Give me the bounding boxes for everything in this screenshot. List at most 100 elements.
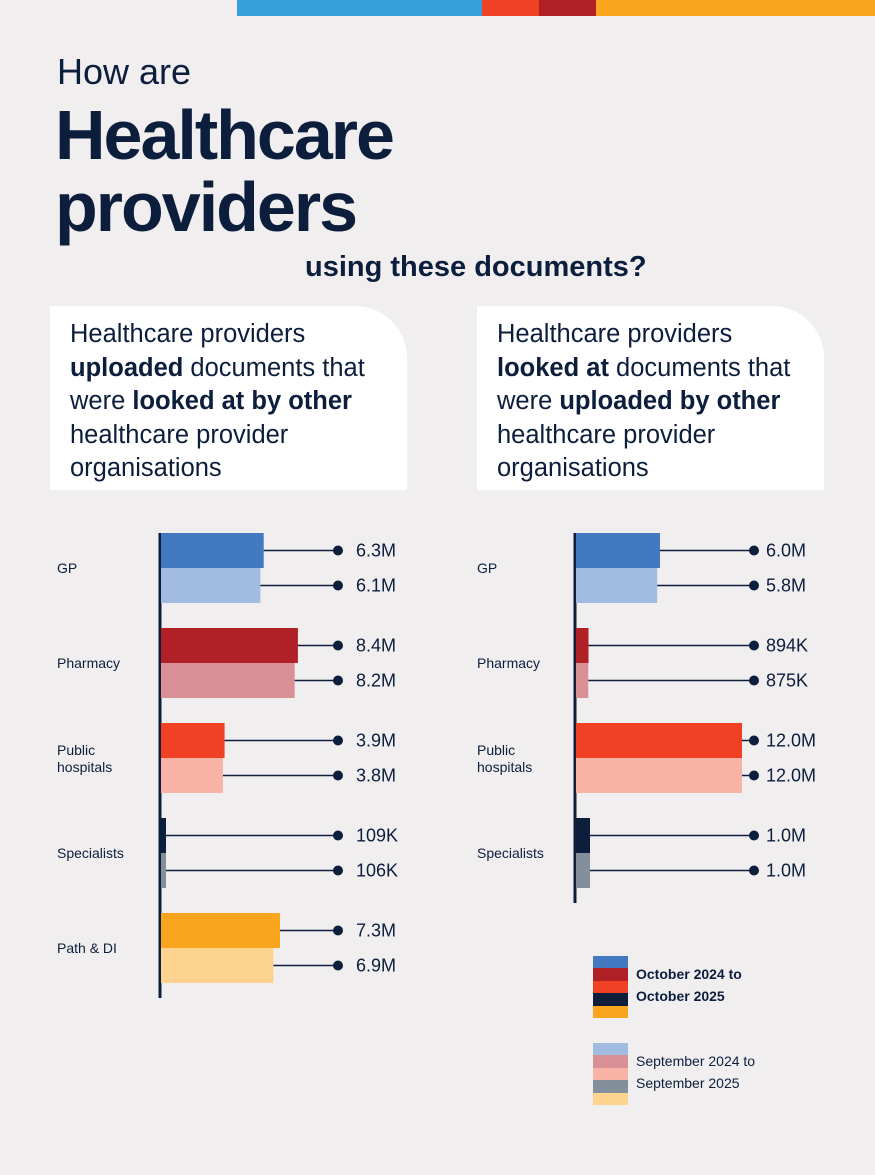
leader-dot <box>749 770 759 781</box>
value-label: 12.0M <box>766 766 816 786</box>
card-text: looked at by other <box>132 387 352 415</box>
card-text: healthcare provider organisations <box>70 420 289 483</box>
legend-swatch <box>593 993 628 1006</box>
top-bar-segment <box>539 0 596 16</box>
category-label: Pharmacy <box>477 655 540 671</box>
top-bar-segment <box>596 0 875 16</box>
card-uploaded: Healthcare providers uploaded documents … <box>50 306 407 490</box>
bar <box>576 853 590 888</box>
category-label: Public <box>477 742 515 758</box>
category-label: hospitals <box>57 759 112 775</box>
value-label: 875K <box>766 671 808 691</box>
bar <box>161 628 298 663</box>
bar <box>576 533 660 568</box>
legend-swatches-previous <box>593 1043 628 1105</box>
category-label: hospitals <box>477 759 532 775</box>
top-bar-segment <box>237 0 482 16</box>
value-label: 8.4M <box>356 636 396 656</box>
bar <box>161 948 274 983</box>
category-label: Pharmacy <box>57 655 120 671</box>
leader-dot <box>333 865 343 876</box>
value-label: 8.2M <box>356 671 396 691</box>
leader-dot <box>333 925 343 936</box>
card-text: uploaded <box>70 353 184 382</box>
value-label: 6.1M <box>356 576 396 596</box>
leader-dot <box>333 830 343 841</box>
value-label: 7.3M <box>356 921 396 941</box>
bar <box>576 663 589 698</box>
value-label: 3.9M <box>356 731 396 751</box>
legend-label-line: September 2025 <box>636 1075 740 1091</box>
value-label: 1.0M <box>766 861 806 881</box>
leader-dot <box>333 545 343 556</box>
leader-dot <box>749 865 759 876</box>
card-text: healthcare provider organisations <box>497 420 716 483</box>
bar <box>576 628 589 663</box>
category-label: GP <box>57 560 77 576</box>
legend-label-line: October 2025 <box>636 988 725 1004</box>
value-label: 109K <box>356 826 398 846</box>
card-text: documents that were <box>497 353 791 416</box>
card-text: documents that were <box>70 353 365 416</box>
top-bar-segment <box>482 0 539 16</box>
leader-dot <box>333 960 343 971</box>
legend-swatch <box>593 1092 628 1105</box>
leader-dot <box>749 640 759 651</box>
bar <box>161 533 264 568</box>
legend-swatch <box>593 1080 628 1093</box>
bar <box>161 818 166 853</box>
category-label: GP <box>477 560 497 576</box>
title-line-3: using these documents? <box>305 251 647 283</box>
legend-swatch <box>593 956 628 969</box>
leader-dot <box>333 735 343 746</box>
value-label: 12.0M <box>766 731 816 751</box>
legend-swatch <box>593 980 628 994</box>
leader-dot <box>749 545 759 556</box>
leader-dot <box>749 675 759 686</box>
leader-dot <box>333 770 343 781</box>
value-label: 1.0M <box>766 826 806 846</box>
category-label: Public <box>57 742 95 758</box>
leader-dot <box>749 580 759 591</box>
bar <box>161 853 166 888</box>
category-label: Specialists <box>477 845 544 861</box>
legend-label-line: September 2024 to <box>636 1053 756 1069</box>
legend-swatch <box>593 968 628 981</box>
bar <box>576 568 658 603</box>
value-label: 6.0M <box>766 541 806 561</box>
value-label: 6.9M <box>356 956 396 976</box>
legend-swatch <box>593 1055 628 1068</box>
legend-swatch <box>593 1005 628 1018</box>
category-label: Path & DI <box>57 940 117 956</box>
category-label: Specialists <box>57 845 124 861</box>
card-text: Healthcare providers <box>497 320 733 348</box>
bar <box>161 913 280 948</box>
bar <box>161 758 223 793</box>
card-text: Healthcare providers <box>70 320 306 348</box>
value-label: 3.8M <box>356 766 396 786</box>
bar <box>161 663 295 698</box>
bar <box>576 818 590 853</box>
bar <box>161 568 261 603</box>
card-text: uploaded by other <box>559 387 781 415</box>
value-label: 5.8M <box>766 576 806 596</box>
legend-label-previous: September 2024 to September 2025 <box>636 1050 755 1094</box>
value-label: 106K <box>356 861 398 881</box>
card-text: looked at <box>497 353 609 382</box>
legend-swatch <box>593 1043 628 1056</box>
bar <box>576 723 742 758</box>
legend-swatches-current <box>593 956 628 1018</box>
bar <box>576 758 742 793</box>
value-label: 6.3M <box>356 541 396 561</box>
leader-dot <box>333 580 343 591</box>
card-looked-at: Healthcare providers looked at documents… <box>477 306 824 490</box>
leader-dot <box>333 675 343 686</box>
legend-label-current: October 2024 to October 2025 <box>636 963 742 1007</box>
title-word-healthcare: Healthcare <box>55 96 395 174</box>
leader-dot <box>749 830 759 841</box>
leader-dot <box>333 640 343 651</box>
leader-dot <box>749 735 759 746</box>
bar <box>161 723 225 758</box>
title-line-1: How are <box>57 51 192 92</box>
